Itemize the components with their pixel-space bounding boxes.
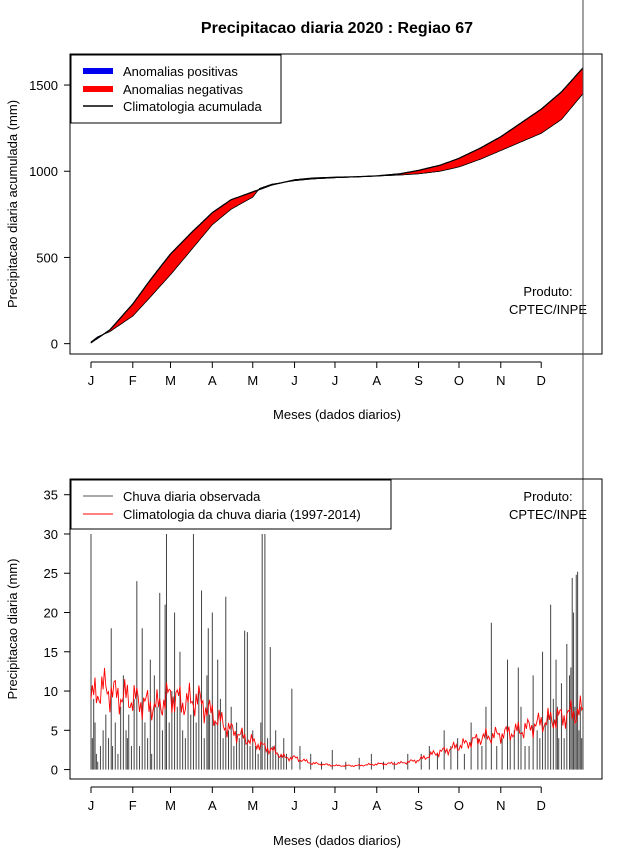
daily-climatology-line xyxy=(90,667,584,768)
daily-y-tick-label: 25 xyxy=(44,566,58,581)
cumulative-panel: 0 500 1000 1500 J F M A M J J A S O N D Precipitacao di… xyxy=(5,53,603,422)
cumulative-x-tick-label: N xyxy=(496,373,505,388)
observed-cumulative-line xyxy=(90,93,584,343)
daily-x-tick-label: A xyxy=(208,798,217,813)
daily-y-tick-label: 0 xyxy=(51,763,58,778)
daily-x-tick-label: D xyxy=(537,798,546,813)
cumulative-x-tick-label: O xyxy=(454,373,464,388)
cumulative-marks xyxy=(90,66,584,344)
cumulative-product-label: Produto: xyxy=(523,284,572,299)
legend-label-observed: Chuva diaria observada xyxy=(123,489,261,504)
daily-panel: 0 5 10 15 20 25 30 35 J F M A M J J A S O N D Precipitacao … xyxy=(5,0,603,848)
chart-title: Precipitacao diaria 2020 : Regiao 67 xyxy=(201,20,473,37)
daily-y-tick-label: 20 xyxy=(44,606,58,621)
daily-marks xyxy=(90,0,584,770)
daily-y-tick-label: 15 xyxy=(44,645,58,660)
cumulative-x-tick-label: D xyxy=(537,373,546,388)
climatology-cumulative-line xyxy=(90,67,584,344)
cumulative-x-tick-label: J xyxy=(88,373,95,388)
daily-x-tick-label: J xyxy=(88,798,95,813)
daily-x-tick-label: J xyxy=(291,798,298,813)
daily-x-tick-label: M xyxy=(247,798,258,813)
cumulative-x-tick-label: M xyxy=(165,373,176,388)
cumulative-x-tick-label: M xyxy=(247,373,258,388)
legend-label-daily-climatology: Climatologia da chuva diaria (1997-2014) xyxy=(123,507,361,522)
daily-x-tick-label: S xyxy=(414,798,423,813)
daily-x-tick-label: O xyxy=(454,798,464,813)
cumulative-x-tick-label: S xyxy=(414,373,423,388)
cumulative-y-tick-label: 1500 xyxy=(29,78,58,93)
daily-y-tick-label: 35 xyxy=(44,488,58,503)
cumulative-x-tick-label: F xyxy=(129,373,137,388)
cumulative-x-tick-label: J xyxy=(291,373,298,388)
daily-product-source: CPTEC/INPE xyxy=(509,507,587,522)
daily-x-tick-label: A xyxy=(372,798,381,813)
legend-label-positive: Anomalias positivas xyxy=(123,64,238,79)
daily-legend: Chuva diaria observada Climatologia da c… xyxy=(70,479,392,530)
daily-y-axis-label: Precipitacao diaria (mm) xyxy=(5,559,20,700)
cumulative-x-tick-label: J xyxy=(332,373,339,388)
anomaly-area-neg-4 xyxy=(282,66,584,183)
daily-y-tick-label: 5 xyxy=(51,723,58,738)
legend-label-negative: Anomalias negativas xyxy=(123,82,243,97)
legend-label-climatology: Climatologia acumulada xyxy=(123,99,263,114)
cumulative-y-axis-label: Precipitacao diaria acumulada (mm) xyxy=(5,100,20,308)
daily-x-tick-label: N xyxy=(496,798,505,813)
daily-product-label: Produto: xyxy=(523,489,572,504)
daily-x-tick-label: F xyxy=(129,798,137,813)
cumulative-y-tick-label: 1000 xyxy=(29,164,58,179)
daily-x-tick-label: J xyxy=(332,798,339,813)
cumulative-x-axis-label: Meses (dados diarios) xyxy=(273,407,401,422)
daily-axes: 0 5 10 15 20 25 30 35 J F M A M J J A S O N D xyxy=(44,488,546,813)
daily-y-tick-label: 30 xyxy=(44,527,58,542)
daily-x-axis-label: Meses (dados diarios) xyxy=(273,833,401,848)
cumulative-axes: 0 500 1000 1500 J F M A M J J A S O N D xyxy=(29,78,546,388)
daily-legend-box xyxy=(70,479,392,530)
cumulative-x-tick-label: A xyxy=(208,373,217,388)
daily-y-tick-label: 10 xyxy=(44,684,58,699)
cumulative-legend: Anomalias positivas Anomalias negativas … xyxy=(70,54,282,124)
cumulative-y-tick-label: 500 xyxy=(36,250,58,265)
cumulative-x-tick-label: A xyxy=(372,373,381,388)
daily-x-tick-label: M xyxy=(165,798,176,813)
cumulative-product-source: CPTEC/INPE xyxy=(509,302,587,317)
cumulative-y-tick-label: 0 xyxy=(51,337,58,352)
